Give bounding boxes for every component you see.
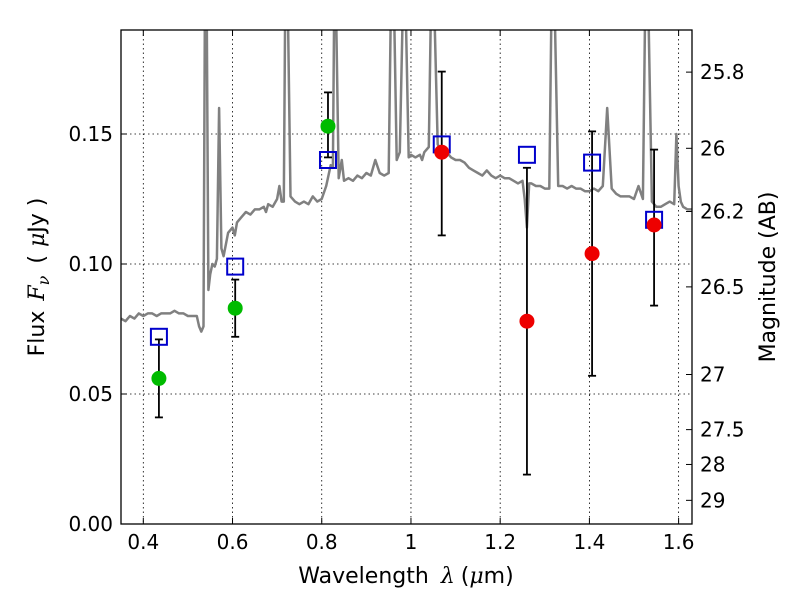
y-axis-unit-rest: Jy ) <box>25 198 50 235</box>
observed-flux-marker <box>646 217 662 233</box>
y-tick-label: 0.00 <box>68 512 113 536</box>
y-tick-label: 0.15 <box>68 122 113 146</box>
y-axis-unit-mu: μ <box>25 233 50 247</box>
y-axis-title: Flux Fν ( μJy ) <box>25 198 53 357</box>
y2-axis-title: Magnitude (AB) <box>756 192 781 363</box>
model-flux-marker <box>583 153 602 172</box>
x-tick-label: 1.4 <box>573 530 605 554</box>
x-axis-unit-open: ( <box>461 564 470 589</box>
x-tick-label: 1 <box>405 530 418 554</box>
plot-frame <box>120 29 693 525</box>
model-flux-marker <box>226 257 245 276</box>
marker-layer <box>149 118 664 386</box>
y2-tick-label: 29 <box>700 488 725 512</box>
model-flux-marker <box>149 327 168 346</box>
x-tick-label: 0.4 <box>127 530 159 554</box>
spectrum-layer <box>121 30 692 333</box>
y-tick-label: 0.05 <box>68 382 113 406</box>
y-tick-label: 0.10 <box>68 252 113 276</box>
observed-flux-marker <box>434 144 450 160</box>
x-axis-symbol: λ <box>440 564 455 589</box>
x-tick-label: 1.6 <box>663 530 695 554</box>
plot-background <box>121 30 692 524</box>
y2-tick-label: 27 <box>700 363 725 387</box>
spectrum-line <box>121 30 692 333</box>
observed-flux-marker <box>519 313 535 329</box>
model-flux-marker <box>318 151 337 169</box>
observed-flux-marker <box>227 300 243 316</box>
x-tick-label: 0.8 <box>306 530 338 554</box>
y-axis-subscript: ν <box>34 275 53 285</box>
y2-tick-label: 26 <box>700 136 725 160</box>
ticks: 0.4 0.6 0.8 1 1.2 1.4 1.6 0.00 0.05 0.10 0.15 25.8 2… <box>68 30 745 554</box>
x-axis-unit-mu: μ <box>469 564 483 589</box>
y2-tick-label: 26.2 <box>700 199 745 223</box>
observed-flux-marker <box>151 370 167 386</box>
x-tick-label: 0.6 <box>217 530 249 554</box>
observed-flux-marker <box>320 118 336 134</box>
y-axis-label: Flux <box>25 311 50 357</box>
observed-flux-marker <box>584 246 600 262</box>
x-tick-label: 1.2 <box>484 530 516 554</box>
y-axis-symbol: F <box>25 285 50 302</box>
y2-tick-label: 27.5 <box>700 418 745 442</box>
model-flux-marker <box>517 145 536 164</box>
x-axis-title: Wavelength λ (μm) <box>298 564 513 589</box>
y2-tick-label: 28 <box>700 452 725 476</box>
x-axis-unit-rest: m) <box>484 564 514 589</box>
y-axis-unit-open: ( <box>25 255 50 264</box>
x-axis-label: Wavelength <box>298 564 429 589</box>
y2-tick-label: 25.8 <box>700 60 745 84</box>
y2-tick-label: 26.5 <box>700 275 745 299</box>
